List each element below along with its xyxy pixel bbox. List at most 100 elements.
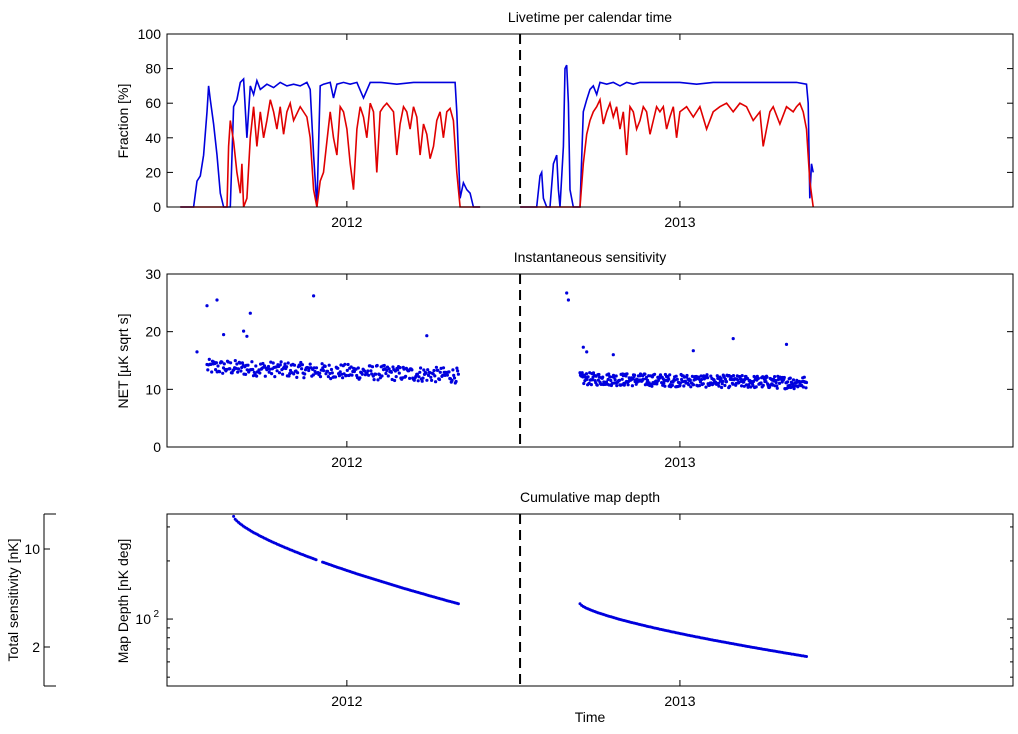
net-point [746, 377, 750, 381]
net-point [404, 374, 408, 378]
net-point [646, 378, 650, 382]
net-point [786, 380, 790, 384]
net-point [367, 373, 371, 377]
net-point [370, 365, 375, 369]
net-point [375, 363, 379, 368]
net-point [689, 385, 693, 389]
net-point [318, 375, 323, 379]
net-point [424, 371, 428, 375]
net-point [324, 372, 328, 376]
x-tick-label: 2013 [664, 693, 695, 709]
net-outlier-point [784, 342, 789, 346]
livetime-ylabel: Fraction [%] [115, 84, 131, 159]
net-point [420, 379, 424, 383]
net-point [244, 372, 248, 376]
net-point [606, 377, 610, 382]
net-point [765, 375, 769, 379]
net-point [288, 368, 293, 373]
net-point [433, 374, 437, 378]
net-point [218, 370, 222, 374]
net-point [445, 373, 449, 377]
net-point [396, 368, 400, 372]
y-tick-label: 30 [145, 266, 161, 282]
net-point [281, 372, 285, 376]
net-point [595, 383, 599, 387]
y-tick-label: 20 [145, 164, 161, 180]
net-point [456, 372, 460, 376]
net-point [723, 383, 727, 388]
net-point [754, 385, 758, 389]
net-point [298, 364, 302, 368]
net-point [597, 372, 601, 377]
net-point [346, 362, 350, 367]
net-point [402, 367, 406, 371]
net-point [303, 372, 307, 376]
net-point [292, 363, 297, 367]
net-point [337, 374, 341, 378]
net-point [251, 367, 255, 372]
net-point [323, 364, 327, 368]
net-point [782, 375, 786, 380]
net-point [376, 378, 380, 382]
x-tick-label: 2013 [664, 214, 695, 230]
net-point [804, 380, 809, 385]
net-point [266, 364, 271, 369]
net-point [206, 368, 210, 372]
net-point [283, 362, 287, 366]
net-point [255, 374, 259, 378]
net-point [674, 374, 678, 378]
net-point [398, 366, 402, 370]
net-point [717, 384, 721, 388]
sensitivity-plot-frame [166, 273, 1014, 448]
net-point [307, 368, 311, 373]
net-point [430, 378, 434, 382]
net-point [240, 365, 244, 370]
x-tick-label: 2012 [331, 693, 362, 709]
net-point [275, 369, 279, 373]
net-point [214, 361, 218, 365]
net-point [633, 373, 637, 377]
net-point [330, 371, 334, 375]
net-point [358, 376, 362, 380]
net-point [721, 379, 725, 383]
depth-point [456, 602, 460, 606]
mapdepth-ylabel: Map Depth [nK deg] [115, 539, 131, 664]
net-point [296, 371, 300, 375]
series-line-red-2013 [520, 96, 814, 208]
net-point [263, 374, 267, 378]
net-point [338, 370, 342, 374]
net-point [620, 377, 624, 381]
net-point [261, 361, 265, 366]
net-point [278, 363, 282, 367]
net-point [320, 362, 324, 366]
net-point [731, 374, 736, 378]
net-point [229, 361, 233, 365]
net-outlier-point [195, 350, 199, 354]
net-outlier-point [611, 353, 615, 357]
net-point [687, 383, 691, 387]
net-point [378, 373, 382, 377]
depth-point [232, 514, 236, 518]
sensitivity-ylabel: NET [µK sqrt s] [115, 314, 131, 409]
net-point [668, 373, 672, 377]
net-point [418, 370, 422, 374]
net-point [656, 378, 661, 383]
net-point [345, 368, 349, 372]
y-tick-label: 40 [145, 130, 161, 146]
net-point [626, 383, 630, 387]
net-point [697, 384, 702, 388]
net-point [216, 364, 220, 368]
y-tick-label: 80 [145, 61, 161, 77]
net-point [682, 384, 686, 388]
net-point [314, 366, 319, 370]
net-point [302, 376, 306, 380]
net-point [417, 375, 421, 379]
net-point [254, 364, 258, 368]
net-point [326, 369, 330, 373]
sensitivity-panel: Instantaneous sensitivity NET [µK sqrt s… [115, 249, 1014, 470]
net-point [432, 368, 436, 373]
net-point [452, 373, 456, 377]
net-point [295, 375, 299, 379]
net-point [667, 377, 671, 381]
net-point [438, 370, 442, 374]
